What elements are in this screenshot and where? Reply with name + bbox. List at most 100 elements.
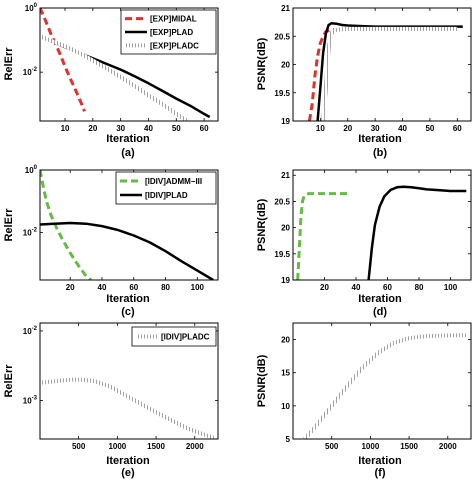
- y-tick-label: 21: [281, 4, 290, 13]
- y-tick-label: 20: [281, 61, 290, 70]
- plot-frame: [39, 7, 219, 122]
- series-group: [307, 22, 463, 121]
- panel-b: 10 20 30 40 50 60 19 19.5 20 20.5 21 Iteration PSNR(…: [256, 4, 472, 159]
- x-tick-label: 1000: [108, 442, 126, 451]
- y-axis-label: PSNR(dB): [256, 354, 268, 407]
- series-line-1: [40, 8, 86, 112]
- x-tick-label: 100: [444, 283, 458, 292]
- y-tick-label: 10-2: [23, 67, 38, 77]
- x-tick-label: 20: [320, 283, 329, 292]
- x-tick-label: 1500: [147, 442, 165, 451]
- x-tick-label: 30: [116, 124, 125, 133]
- y-tick-label: 10-3: [23, 396, 38, 406]
- x-tick-label: 20: [66, 283, 75, 292]
- series-group: [296, 185, 467, 280]
- x-tick-label: 1500: [400, 442, 418, 451]
- series-line-1: [40, 377, 215, 439]
- y-axis-label: RelErr: [3, 47, 15, 81]
- x-tick-label: 80: [161, 283, 170, 292]
- plot-frame: [292, 322, 472, 440]
- y-tick-label: 10-2: [23, 326, 38, 336]
- x-tick-label: 40: [352, 283, 361, 292]
- panel-caption: (d): [373, 306, 387, 318]
- y-tick-label: 10: [281, 402, 290, 411]
- x-tick-label: 60: [129, 283, 138, 292]
- y-tick-label: 19.5: [274, 250, 290, 259]
- x-tick-label: 100: [191, 283, 205, 292]
- plot-frame: [39, 169, 219, 281]
- x-tick-label: 40: [398, 124, 407, 133]
- legend: [IDIV]ADMM−III [IDIV]PLAD: [115, 171, 217, 205]
- y-tick-label: 20: [281, 224, 290, 233]
- x-tick-label: 20: [343, 124, 352, 133]
- panel-f: 500 1000 1500 2000 5 10 15 20 Iteration PSNR(dB) (…: [256, 322, 472, 479]
- panel-e: 500 1000 1500 2000 10-2 10-3 Iteration RelErr (e…: [3, 322, 219, 479]
- x-axis-label: Iteration: [358, 455, 402, 467]
- series-line-1: [40, 170, 92, 280]
- x-tick-label: 40: [144, 124, 153, 133]
- x-axis-label: Iteration: [106, 455, 150, 467]
- series-line-1: [307, 28, 335, 121]
- panel-caption: (a): [121, 147, 135, 159]
- panel-d: 20 40 60 80 100 19 19.5 20 20.5 21 Iteration PSNR(d…: [256, 169, 472, 318]
- y-tick-label: 10-2: [23, 227, 38, 237]
- x-tick-label: 80: [415, 283, 424, 292]
- x-tick-label: 2000: [439, 442, 457, 451]
- series-line-2: [367, 185, 467, 280]
- y-tick-label: 20.5: [274, 32, 290, 41]
- y-tick-label: 100: [25, 165, 38, 175]
- x-axis-label: Iteration: [358, 133, 402, 145]
- x-tick-label: 50: [172, 124, 181, 133]
- y-tick-label: 19: [281, 276, 290, 285]
- y-tick-label: 20: [281, 336, 290, 345]
- y-tick-label: 5: [286, 435, 291, 444]
- x-tick-label: 10: [61, 124, 70, 133]
- x-tick-label: 60: [383, 283, 392, 292]
- legend-box: [115, 171, 217, 205]
- series-line-2: [40, 221, 214, 280]
- x-tick-label: 20: [88, 124, 97, 133]
- panel-caption: (b): [373, 147, 387, 159]
- y-tick-label: 15: [281, 369, 290, 378]
- x-tick-label: 50: [425, 124, 434, 133]
- x-tick-label: 60: [453, 124, 462, 133]
- x-tick-label: 40: [98, 283, 107, 292]
- x-axis-label: Iteration: [106, 133, 150, 145]
- legend-label-1: [EXP]MIDAL: [150, 15, 197, 24]
- plot-frame: [292, 169, 472, 281]
- y-axis-label: PSNR(dB): [256, 198, 268, 251]
- panel-a: 10 20 30 40 50 60 100 10-2 Iteration RelErr (a) [EX…: [3, 3, 219, 159]
- y-tick-label: 19.5: [274, 89, 290, 98]
- legend-label-2: [IDIV]PLAD: [145, 191, 188, 200]
- x-tick-label: 10: [316, 124, 325, 133]
- panel-caption: (c): [121, 306, 135, 318]
- series-group: [303, 333, 468, 439]
- legend-label-1: [IDIV]PLADC: [161, 333, 210, 342]
- x-tick-label: 1000: [361, 442, 379, 451]
- panel-caption: (e): [121, 467, 135, 479]
- x-axis-label: Iteration: [106, 293, 150, 305]
- y-tick-label: 19: [281, 117, 290, 126]
- x-tick-label: 30: [371, 124, 380, 133]
- plot-frame: [39, 322, 219, 440]
- legend: [IDIV]PLADC: [131, 326, 217, 347]
- y-axis-label: PSNR(dB): [256, 37, 268, 90]
- panel-c: 20 40 60 80 100 100 10-2 Iteration RelErr (c) [IDI…: [3, 165, 219, 318]
- legend-label-2: [EXP]PLAD: [150, 28, 193, 37]
- series-line-1: [296, 192, 349, 280]
- series-line-2: [316, 22, 463, 121]
- series-line-3: [321, 26, 458, 121]
- x-axis-label: Iteration: [358, 293, 402, 305]
- legend-label-3: [EXP]PLADC: [150, 41, 199, 50]
- x-tick-label: 2000: [186, 442, 204, 451]
- legend: [EXP]MIDAL [EXP]PLAD [EXP]PLADC: [120, 9, 217, 55]
- y-tick-label: 21: [281, 171, 290, 180]
- y-tick-label: 100: [25, 3, 38, 13]
- series-group: [40, 8, 211, 121]
- y-tick-label: 20.5: [274, 197, 290, 206]
- y-axis-label: RelErr: [3, 208, 15, 242]
- series-group: [40, 170, 214, 280]
- x-tick-label: 500: [325, 442, 339, 451]
- x-tick-label: 500: [72, 442, 86, 451]
